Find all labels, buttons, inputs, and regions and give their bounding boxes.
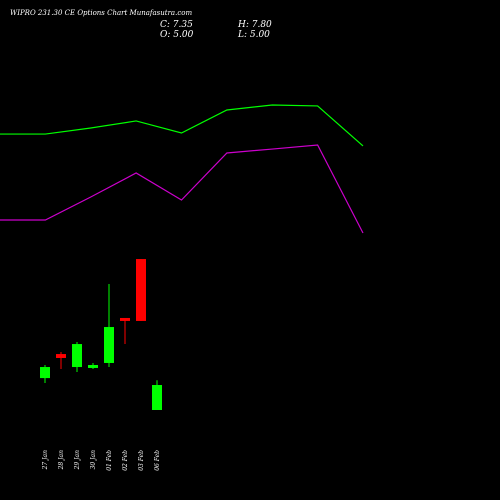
candle-body <box>120 317 130 321</box>
close-label: C: 7.35 <box>160 20 193 30</box>
x-tick-label: 28 Jan <box>58 450 65 471</box>
candle-body <box>136 259 146 321</box>
candle-body <box>72 344 82 368</box>
x-tick-label: 03 Feb <box>138 450 145 471</box>
x-tick-label: 27 Jan <box>42 450 49 471</box>
chart-title: WIPRO 231.30 CE Options Chart Munafasutr… <box>10 9 192 17</box>
candle-body <box>104 327 114 363</box>
candle-body <box>56 354 66 358</box>
candle-body <box>40 367 50 379</box>
high-label: H: 7.80 <box>237 20 272 30</box>
open-label: O: 5.00 <box>160 30 194 40</box>
x-tick-label: 01 Feb <box>106 450 113 471</box>
candle-body <box>88 365 98 368</box>
low-label: L: 5.00 <box>237 30 270 40</box>
x-tick-label: 29 Jan <box>74 450 81 471</box>
x-tick-label: 02 Feb <box>122 450 129 471</box>
candle-body <box>152 385 162 410</box>
x-tick-label: 06 Feb <box>154 450 161 471</box>
indicator-line <box>0 104 364 147</box>
indicator-line <box>0 144 364 234</box>
x-tick-label: 30 Jan <box>90 450 97 470</box>
